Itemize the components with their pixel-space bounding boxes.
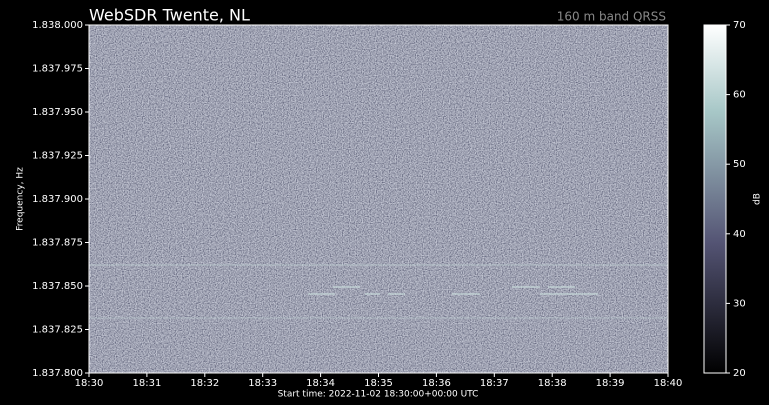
x-tick-label: 18:37 — [480, 378, 509, 389]
x-tick-label: 18:32 — [190, 378, 219, 389]
chart-subtitle: 160 m band QRSS — [557, 10, 666, 24]
x-tick-label: 18:31 — [132, 378, 161, 389]
x-tick-label: 18:39 — [596, 378, 625, 389]
x-tick-label: 18:38 — [538, 378, 567, 389]
y-tick-label: 1.837.975 — [32, 64, 83, 75]
x-axis-label: Start time: 2022-11-02 18:30:00+00:00 UT… — [278, 390, 479, 400]
y-tick-label: 1.837.825 — [32, 325, 83, 336]
y-tick-label: 1.838.000 — [32, 20, 83, 31]
spectrogram-image — [89, 25, 668, 373]
chart: WebSDR Twente, NL 160 m band QRSS Freque… — [0, 0, 769, 401]
x-tick-label: 18:34 — [306, 378, 335, 389]
x-tick-label: 18:33 — [248, 378, 277, 389]
colorbar-tick-label: 50 — [733, 159, 746, 170]
colorbar-tick-label: 30 — [733, 298, 746, 309]
x-tick-label: 18:30 — [75, 378, 104, 389]
y-axis-label: Frequency, Hz — [16, 167, 26, 231]
y-tick-label: 1.837.900 — [32, 194, 83, 205]
colorbar-tick-label: 60 — [733, 90, 746, 101]
colorbar-tick-label: 70 — [733, 20, 746, 31]
y-tick-label: 1.837.925 — [32, 151, 83, 162]
x-tick-label: 18:35 — [364, 378, 393, 389]
chart-title: WebSDR Twente, NL — [89, 6, 250, 25]
colorbar-tick-label: 20 — [733, 368, 746, 379]
x-tick-label: 18:40 — [654, 378, 683, 389]
x-tick-label: 18:36 — [422, 378, 451, 389]
colorbar-tick-label: 40 — [733, 229, 746, 240]
colorbar — [704, 25, 726, 373]
y-tick-label: 1.837.875 — [32, 238, 83, 249]
y-tick-label: 1.837.850 — [32, 281, 83, 292]
colorbar-label: dB — [753, 193, 763, 205]
y-tick-label: 1.837.950 — [32, 107, 83, 118]
